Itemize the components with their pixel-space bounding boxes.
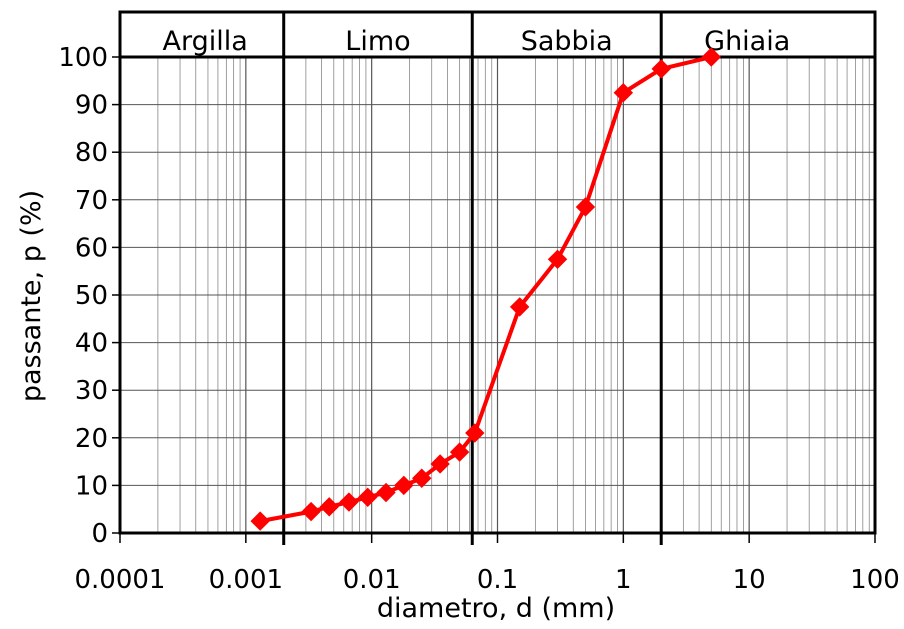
data-point-marker	[509, 297, 530, 317]
data-point-marker	[250, 511, 270, 531]
data-point-marker	[319, 497, 339, 517]
y-tick-label: 40	[75, 329, 108, 359]
data-point-marker	[449, 442, 470, 462]
data-point-marker	[357, 487, 378, 508]
y-tick-label: 0	[91, 519, 108, 549]
data-point-marker	[651, 59, 671, 79]
data-point-marker	[339, 492, 359, 512]
y-tick-label: 10	[75, 471, 108, 501]
data-point-marker	[376, 482, 396, 503]
data-point-marker	[575, 197, 596, 217]
y-tick-label: 20	[75, 424, 108, 454]
x-tick-label: 1	[615, 565, 632, 595]
y-tick-label: 100	[58, 43, 108, 73]
x-tick-label: 0.01	[343, 565, 401, 595]
class-label-limo: Limo	[345, 26, 410, 57]
data-point-marker	[430, 454, 450, 474]
y-tick-label: 50	[75, 281, 108, 311]
data-point-marker	[301, 501, 321, 522]
x-axis-title: diametro, d (mm)	[377, 593, 615, 624]
x-tick-label: 100	[850, 565, 900, 595]
soil-class-labels: Argilla Limo Sabbia Ghiaia	[162, 26, 790, 57]
data-point-marker	[465, 423, 485, 443]
data-point-marker	[701, 47, 721, 67]
class-label-sabbia: Sabbia	[521, 26, 613, 57]
y-tick-label: 70	[75, 186, 108, 216]
x-tick-label: 0.1	[477, 565, 518, 595]
x-tick-label: 0.001	[209, 565, 283, 595]
class-label-argilla: Argilla	[162, 26, 247, 57]
y-tick-label: 90	[75, 91, 108, 121]
data-point-marker	[613, 82, 634, 103]
y-tick-labels: 0 10 20 30 40 50 60 70 80 90 100	[58, 43, 108, 549]
x-tick-label: 10	[733, 565, 766, 595]
plot-frame	[112, 10, 877, 545]
y-tick-label: 30	[75, 376, 108, 406]
y-axis-title: passante, p (%)	[16, 190, 47, 402]
x-tick-labels: 0.0001 0.001 0.01 0.1 1 10 100	[75, 565, 900, 595]
data-point-marker	[394, 475, 414, 496]
grading-curve-line	[259, 55, 712, 524]
class-label-ghiaia: Ghiaia	[704, 26, 790, 57]
x-tick-label: 0.0001	[75, 565, 166, 595]
y-tick-label: 80	[75, 138, 108, 168]
y-tick-label: 60	[75, 233, 108, 263]
data-point-marker	[547, 249, 568, 270]
grid-lines	[119, 56, 875, 534]
grading-curve	[250, 47, 721, 531]
data-point-marker	[412, 468, 432, 488]
